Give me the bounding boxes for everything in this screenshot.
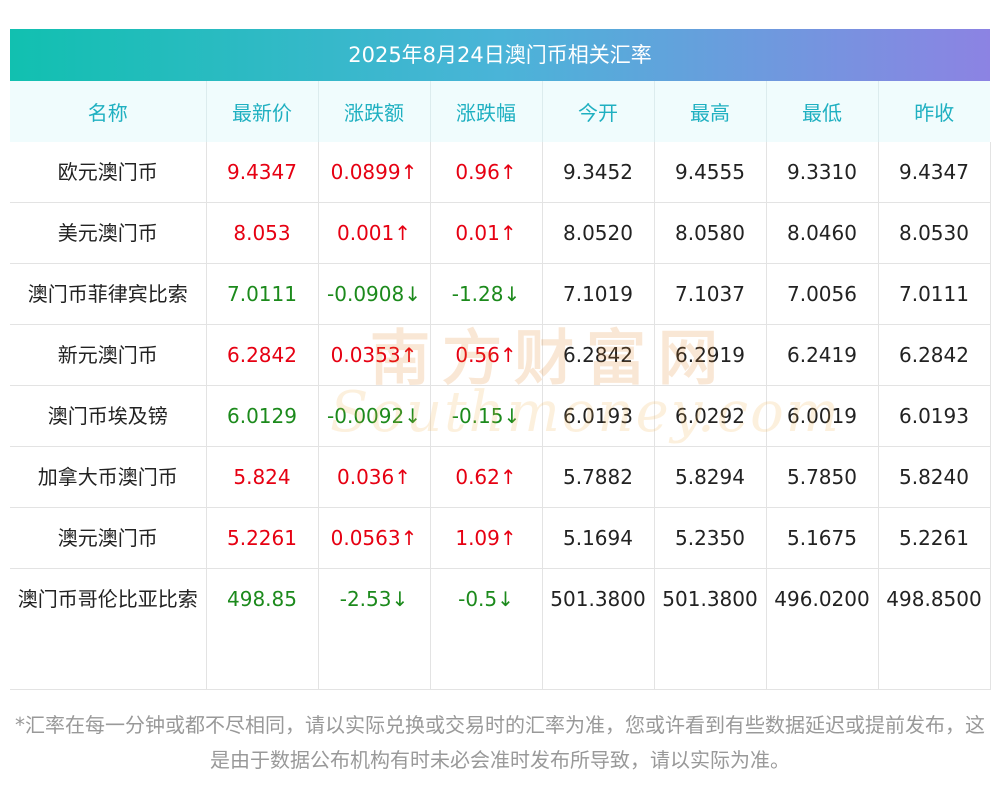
cell-name: 澳门币菲律宾比索 [10,263,207,325]
col-header-name: 名称 [10,81,207,142]
cell-prev: 9.4347 [878,142,991,203]
cell-low: 6.0019 [766,385,879,447]
col-header-open: 今开 [542,81,655,142]
cell-name: 澳门币埃及镑 [10,385,207,447]
cell-change: 0.0353↑ [318,324,431,386]
cell-open: 7.1019 [542,263,655,325]
col-header-pct: 涨跌幅 [430,81,543,142]
cell-change: -0.0908↓ [318,263,431,325]
table-row: 加拿大币澳门币 5.824 0.036↑ 0.62↑ 5.7882 5.8294 5.785… [10,446,991,508]
cell-latest: 498.85 [206,568,319,690]
cell-high: 7.1037 [654,263,767,325]
cell-change: -0.0092↓ [318,385,431,447]
cell-open: 501.3800 [542,568,655,690]
cell-pct: -0.15↓ [430,385,543,447]
cell-open: 5.1694 [542,507,655,569]
table-title: 2025年8月24日澳门币相关汇率 [10,29,990,81]
cell-name: 澳元澳门币 [10,507,207,569]
cell-latest: 8.053 [206,202,319,264]
cell-pct: -0.5↓ [430,568,543,690]
cell-prev: 6.0193 [878,385,991,447]
cell-latest: 6.0129 [206,385,319,447]
cell-high: 5.2350 [654,507,767,569]
cell-latest: 9.4347 [206,142,319,203]
cell-low: 8.0460 [766,202,879,264]
cell-low: 5.1675 [766,507,879,569]
col-header-change: 涨跌额 [318,81,431,142]
cell-high: 501.3800 [654,568,767,690]
cell-prev: 8.0530 [878,202,991,264]
cell-high: 8.0580 [654,202,767,264]
cell-pct: -1.28↓ [430,263,543,325]
cell-prev: 7.0111 [878,263,991,325]
cell-high: 6.0292 [654,385,767,447]
cell-prev: 5.2261 [878,507,991,569]
col-header-low: 最低 [766,81,879,142]
exchange-rate-table: 名称 最新价 涨跌额 涨跌幅 今开 最高 最低 昨收 欧元澳门币 9.4347 0.… [10,81,991,690]
cell-change: -2.53↓ [318,568,431,690]
col-header-prev: 昨收 [878,81,990,142]
col-header-high: 最高 [654,81,767,142]
cell-latest: 5.824 [206,446,319,508]
cell-high: 5.8294 [654,446,767,508]
table-row: 澳门币菲律宾比索 7.0111 -0.0908↓ -1.28↓ 7.1019 7.1037… [10,263,991,325]
cell-open: 8.0520 [542,202,655,264]
cell-change: 0.036↑ [318,446,431,508]
cell-pct: 0.56↑ [430,324,543,386]
cell-high: 6.2919 [654,324,767,386]
table-row: 澳元澳门币 5.2261 0.0563↑ 1.09↑ 5.1694 5.2350 5.167… [10,507,991,569]
cell-pct: 0.96↑ [430,142,543,203]
cell-low: 496.0200 [766,568,879,690]
footnote: *汇率在每一分钟或都不尽相同，请以实际兑换或交易时的汇率为准，您或许看到有些数据… [15,713,985,772]
cell-open: 6.2842 [542,324,655,386]
cell-low: 7.0056 [766,263,879,325]
cell-name: 欧元澳门币 [10,142,207,203]
cell-low: 5.7850 [766,446,879,508]
cell-latest: 5.2261 [206,507,319,569]
cell-open: 6.0193 [542,385,655,447]
table-row: 新元澳门币 6.2842 0.0353↑ 0.56↑ 6.2842 6.2919 6.241… [10,324,991,386]
col-header-latest: 最新价 [206,81,319,142]
cell-pct: 0.01↑ [430,202,543,264]
cell-high: 9.4555 [654,142,767,203]
table-row: 美元澳门币 8.053 0.001↑ 0.01↑ 8.0520 8.0580 8.0460 8… [10,202,991,264]
cell-open: 5.7882 [542,446,655,508]
table-header-row: 名称 最新价 涨跌额 涨跌幅 今开 最高 最低 昨收 [10,81,990,142]
cell-prev: 6.2842 [878,324,991,386]
cell-pct: 0.62↑ [430,446,543,508]
cell-name: 美元澳门币 [10,202,207,264]
cell-low: 6.2419 [766,324,879,386]
cell-name: 新元澳门币 [10,324,207,386]
table-row: 欧元澳门币 9.4347 0.0899↑ 0.96↑ 9.3452 9.4555 9.331… [10,142,991,203]
table-row: 澳门币哥伦比亚比索 498.85 -2.53↓ -0.5↓ 501.3800 501.38… [10,568,991,690]
cell-change: 0.0899↑ [318,142,431,203]
cell-name: 澳门币哥伦比亚比索 [10,568,207,690]
cell-prev: 5.8240 [878,446,991,508]
cell-pct: 1.09↑ [430,507,543,569]
cell-open: 9.3452 [542,142,655,203]
cell-latest: 6.2842 [206,324,319,386]
cell-name: 加拿大币澳门币 [10,446,207,508]
cell-change: 0.001↑ [318,202,431,264]
cell-change: 0.0563↑ [318,507,431,569]
cell-low: 9.3310 [766,142,879,203]
cell-prev: 498.8500 [878,568,991,690]
table-row: 澳门币埃及镑 6.0129 -0.0092↓ -0.15↓ 6.0193 6.0292 6.… [10,385,991,447]
cell-latest: 7.0111 [206,263,319,325]
